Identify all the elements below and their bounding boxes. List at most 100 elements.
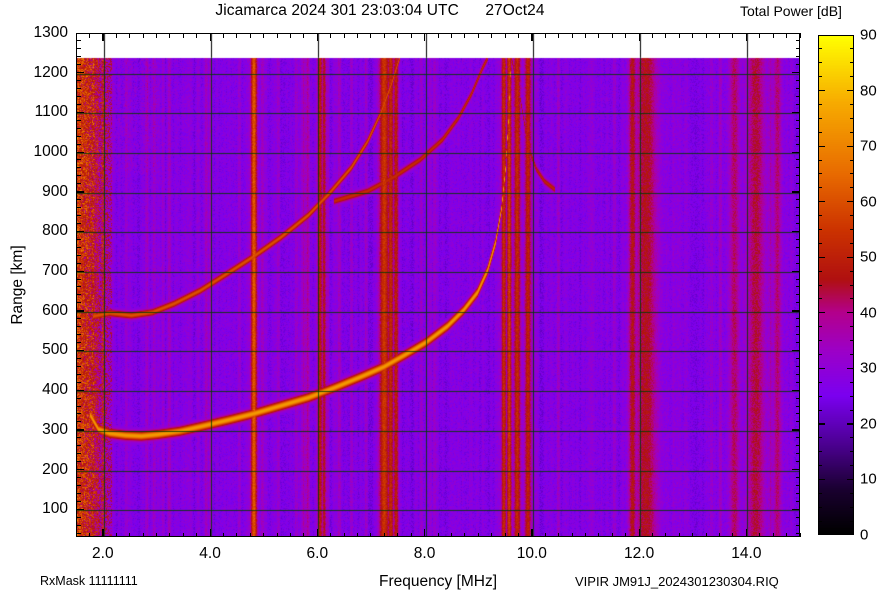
colorbar-minor-tick [850, 242, 854, 244]
colorbar-minor-tick [818, 395, 822, 397]
page-title: Jicamarca 2024 301 23:03:04 UTC 27Oct24 [215, 2, 545, 19]
colorbar-minor-tick [850, 76, 854, 78]
colorbar-minor-tick [850, 131, 854, 133]
x-axis-tick-label: 2.0 [92, 545, 114, 562]
colorbar-tick-mark [818, 201, 825, 203]
colorbar-minor-tick [850, 117, 854, 119]
colorbar-minor-tick [850, 326, 854, 328]
colorbar-tick-mark [818, 145, 825, 147]
colorbar-minor-tick [818, 270, 822, 272]
colorbar-gradient [819, 36, 853, 534]
x-axis-tick-label: 6.0 [306, 545, 329, 562]
colorbar-minor-tick [818, 451, 822, 453]
colorbar-minor-tick [850, 506, 854, 508]
colorbar-tick-mark [818, 90, 825, 92]
x-axis-tick-label: 8.0 [413, 545, 436, 562]
colorbar-minor-tick [818, 437, 822, 439]
x-axis-tick-label: 4.0 [199, 545, 221, 562]
colorbar-title: Total Power [dB] [740, 3, 842, 19]
colorbar-minor-tick [850, 48, 854, 50]
colorbar-minor-tick [850, 437, 854, 439]
x-axis-tick-label: 12.0 [624, 545, 655, 562]
colorbar-minor-tick [850, 173, 854, 175]
colorbar-minor-tick [850, 340, 854, 342]
colorbar-minor-tick [850, 270, 854, 272]
colorbar-minor-tick [818, 284, 822, 286]
x-axis-tick-label: 14.0 [731, 545, 762, 562]
colorbar-tick-mark [847, 201, 854, 203]
colorbar-tick-mark [847, 423, 854, 425]
colorbar-minor-tick [818, 76, 822, 78]
colorbar-tick-label: 60 [860, 193, 877, 211]
colorbar-minor-tick [818, 506, 822, 508]
colorbar-minor-tick [818, 48, 822, 50]
colorbar-minor-tick [850, 187, 854, 189]
colorbar-minor-tick [818, 520, 822, 522]
colorbar-minor-tick [850, 298, 854, 300]
x-axis-tick-label: 10.0 [516, 545, 547, 562]
colorbar-tick-label: 0 [860, 526, 869, 544]
colorbar-tick-mark [847, 90, 854, 92]
colorbar-minor-tick [818, 242, 822, 244]
source-file-label: VIPIR JM91J_2024301230304.RIQ [575, 574, 779, 589]
y-axis-tick-label: 500 [42, 341, 68, 359]
colorbar-minor-tick [818, 215, 822, 217]
colorbar-minor-tick [818, 131, 822, 133]
colorbar-tick-label: 90 [860, 26, 877, 44]
colorbar-tick-mark [847, 367, 854, 370]
colorbar-tick-mark [847, 312, 854, 314]
colorbar-minor-tick [818, 62, 822, 64]
colorbar-tick-mark [818, 256, 825, 258]
colorbar-minor-tick [818, 228, 822, 230]
y-axis-tick-label: 1300 [33, 24, 68, 41]
x-axis-title: Frequency [MHz] [378, 573, 498, 590]
colorbar-tick-label: 20 [860, 415, 877, 433]
colorbar-minor-tick [818, 340, 822, 342]
colorbar-minor-tick [850, 395, 854, 397]
colorbar-minor-tick [850, 353, 854, 355]
y-axis-tick-label: 1100 [34, 103, 68, 121]
y-axis-tick-label: 100 [42, 500, 68, 518]
colorbar-minor-tick [850, 228, 854, 230]
y-axis-tick-label: 1200 [33, 63, 68, 81]
y-axis-title: Range [km] [9, 245, 26, 325]
colorbar-minor-tick [850, 103, 854, 105]
colorbar-tick-label: 50 [860, 248, 877, 266]
y-axis-tick-label: 200 [42, 460, 68, 478]
colorbar-tick-mark [818, 423, 825, 425]
colorbar-minor-tick [850, 409, 854, 411]
colorbar-minor-tick [850, 159, 854, 161]
colorbar-minor-tick [850, 215, 854, 217]
colorbar-minor-tick [818, 187, 822, 189]
ionogram-heatmap [77, 34, 799, 536]
colorbar-minor-tick [818, 465, 822, 467]
colorbar-minor-tick [818, 353, 822, 355]
colorbar-tick-mark [847, 145, 854, 147]
y-axis-tick-label: 900 [42, 182, 68, 200]
y-axis-tick-label: 400 [42, 381, 68, 399]
y-axis-tick-label: 1000 [33, 143, 68, 161]
colorbar-tick-mark [818, 367, 825, 370]
colorbar-minor-tick [818, 103, 822, 105]
colorbar-minor-tick [818, 173, 822, 175]
colorbar-minor-tick [818, 326, 822, 328]
colorbar-minor-tick [850, 284, 854, 286]
colorbar-tick-label: 10 [860, 470, 877, 488]
colorbar-tick-mark [847, 256, 854, 258]
colorbar-minor-tick [850, 381, 854, 383]
colorbar-minor-tick [818, 298, 822, 300]
colorbar-tick-label: 70 [860, 137, 877, 155]
colorbar [818, 35, 854, 535]
colorbar-minor-tick [818, 381, 822, 383]
rxmask-label: RxMask 11111111 [40, 574, 138, 588]
colorbar-minor-tick [850, 492, 854, 494]
colorbar-minor-tick [818, 159, 822, 161]
y-axis-tick-label: 300 [42, 420, 68, 438]
colorbar-minor-tick [818, 117, 822, 119]
colorbar-minor-tick [818, 409, 822, 411]
colorbar-minor-tick [850, 520, 854, 522]
colorbar-tick-label: 40 [860, 304, 877, 322]
colorbar-tick-mark [818, 312, 825, 314]
colorbar-minor-tick [850, 62, 854, 64]
